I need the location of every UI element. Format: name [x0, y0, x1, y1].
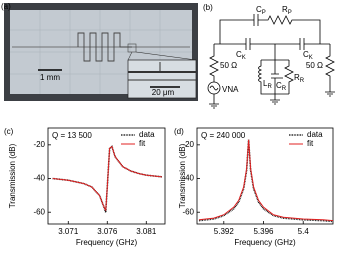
plot-frame [47, 127, 166, 225]
component-label: CK [236, 50, 246, 60]
legend-label: fit [307, 139, 314, 148]
component-label: CK [303, 50, 313, 60]
component-symbol: C [303, 50, 309, 59]
component-subscript: K [242, 55, 246, 61]
component-subscript: R [282, 86, 287, 92]
legend-label: data [307, 130, 323, 139]
photo: 20 μm 1 mm (a) [1, 2, 198, 101]
legend-label: fit [139, 139, 146, 148]
scale-bar: 1 mm [40, 73, 60, 82]
y-tick-label: -20 [33, 140, 45, 149]
x-tick-label: 3.081 [136, 227, 157, 236]
component-subscript: R [267, 84, 272, 90]
y-tick-label: -20 [182, 140, 194, 149]
panel-label: (d) [174, 127, 184, 136]
x-axis-label: Frequency (GHz) [234, 238, 296, 247]
component-label: RR [294, 73, 305, 83]
component-label: LR [263, 79, 272, 89]
component-label: VNA [222, 85, 239, 94]
component-symbol: L [263, 79, 268, 88]
y-tick-label: -60 [182, 207, 194, 216]
component-subscript: P [288, 10, 292, 16]
component-label: CR [276, 81, 287, 91]
annotation: Q = 240 000 [201, 131, 246, 140]
component-symbol: C [236, 50, 242, 59]
y-tick-label: -60 [33, 207, 45, 216]
y-axis-label: Transmission (dB) [178, 143, 187, 208]
component-symbol: R [282, 5, 288, 14]
component-symbol: R [294, 73, 300, 82]
component-subscript: P [262, 10, 266, 16]
x-tick-label: 3.076 [97, 227, 118, 236]
component-symbol: C [256, 5, 262, 14]
x-tick-label: 5.396 [253, 227, 274, 236]
component-label: 50 Ω [220, 61, 237, 70]
component-subscript: K [309, 55, 313, 61]
circuit: (b) CP RP CK CK 50 Ω 50 Ω VNA LR CR RR [203, 3, 335, 109]
y-axis-label: Transmission (dB) [8, 143, 17, 208]
x-tick-label: 3.071 [58, 227, 79, 236]
panel-label: (c) [4, 127, 14, 136]
component-symbol: C [276, 81, 282, 90]
panel-label: (b) [203, 3, 213, 12]
component-label: 50 Ω [306, 61, 323, 70]
plot-frame [196, 127, 334, 225]
series-line [198, 139, 334, 222]
component-label: RP [282, 5, 292, 15]
y-tick-label: -40 [182, 174, 194, 183]
legend-label: data [139, 130, 155, 139]
x-tick-label: 5.4 [298, 227, 310, 236]
x-tick-label: 5.392 [214, 227, 235, 236]
annotation: Q = 13 500 [52, 131, 92, 140]
component-label: CP [256, 5, 266, 15]
series-line [52, 145, 162, 211]
x-axis-label: Frequency (GHz) [76, 238, 138, 247]
panel-label: (a) [1, 2, 11, 11]
component-subscript: R [300, 78, 305, 84]
y-tick-label: -40 [33, 174, 45, 183]
inset-scale-bar: 20 μm [152, 88, 175, 97]
